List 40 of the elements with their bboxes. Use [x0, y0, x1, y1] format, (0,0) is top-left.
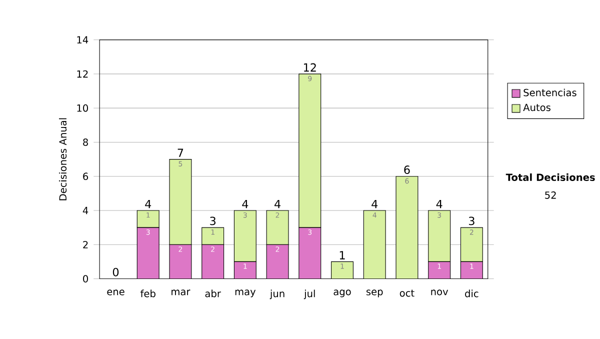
- total-label: 4: [242, 200, 248, 208]
- text: 52: [545, 192, 556, 200]
- total-label: 4: [372, 200, 378, 208]
- y-tick-label: 0: [83, 275, 88, 283]
- bar: [331, 262, 354, 280]
- total-label: 1: [340, 251, 345, 260]
- y-tick-label: 2: [83, 241, 88, 249]
- x-tick-label: dic: [465, 290, 478, 298]
- x-tick-label: ago: [334, 290, 351, 298]
- bar: [396, 176, 418, 280]
- y-tick-label: 8: [83, 138, 88, 146]
- legend-label: Autos: [523, 104, 550, 112]
- y-axis-title: Decisiones Anual: [58, 118, 67, 200]
- total-label: 4: [274, 200, 280, 208]
- x-tick-label: jul: [304, 290, 315, 300]
- x-tick-label: oct: [400, 290, 414, 297]
- total-label: 6: [404, 166, 410, 174]
- x-tick-label: sep: [366, 290, 383, 298]
- legend-label: Sentencias: [524, 88, 576, 97]
- y-tick-label: 4: [82, 207, 88, 214]
- y-tick-label: 6: [83, 172, 88, 180]
- x-tick-label: feb: [140, 290, 156, 298]
- total-label: 4: [436, 200, 442, 208]
- total-label: 0: [112, 268, 119, 277]
- total-label: 4: [145, 200, 152, 208]
- x-tick-label: jun: [270, 290, 284, 300]
- text: Total Decisiones: [506, 174, 595, 182]
- y-tick-label: 12: [77, 70, 88, 78]
- y-tick-label: 10: [77, 104, 88, 112]
- x-tick-label: abr: [205, 290, 221, 298]
- total-label: 3: [210, 216, 216, 226]
- x-tick-label: mar: [172, 290, 190, 296]
- total-label: 12: [304, 64, 316, 72]
- y-tick-label: 14: [77, 36, 88, 44]
- x-tick-label: may: [235, 290, 256, 298]
- total-label: 7: [178, 148, 184, 158]
- bar: [363, 210, 386, 280]
- x-tick-label: ene: [107, 290, 124, 296]
- x-tick-label: nov: [431, 290, 448, 296]
- total-label: 3: [468, 216, 474, 226]
